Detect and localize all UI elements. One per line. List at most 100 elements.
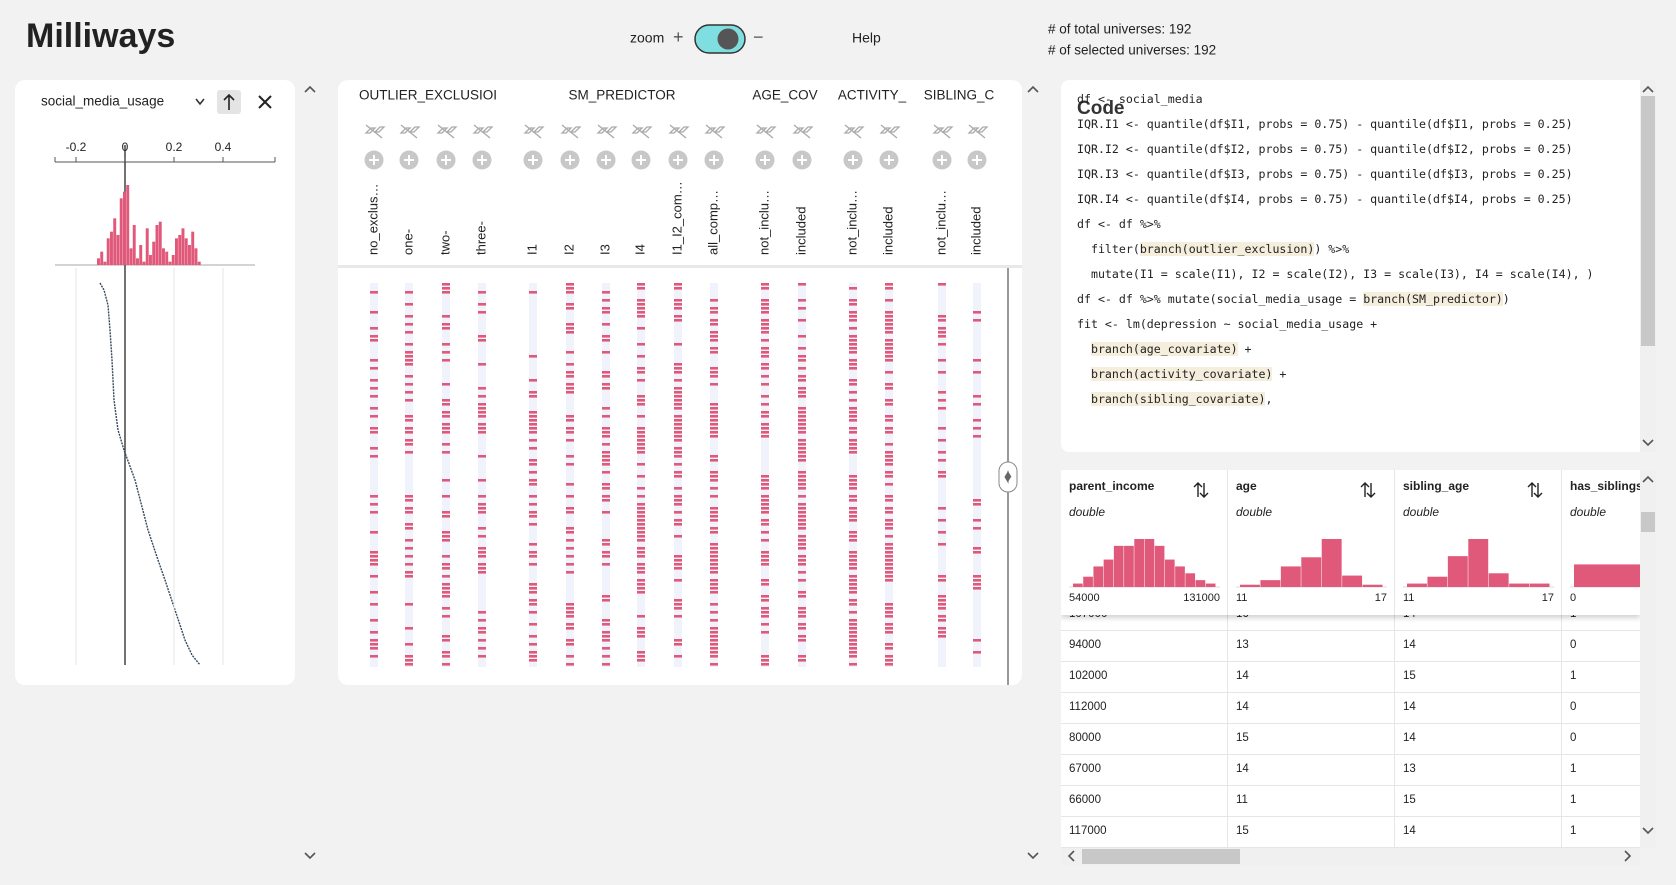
column-max: 131000 <box>1183 592 1220 604</box>
universe-tick <box>566 615 574 618</box>
scroll-arrows[interactable] <box>1027 85 1039 860</box>
link-icon[interactable] <box>523 124 545 139</box>
plus-sign <box>565 155 575 165</box>
link-icon[interactable] <box>472 124 494 139</box>
universe-tick <box>798 439 806 442</box>
universe-tick <box>602 539 610 542</box>
link-icon[interactable] <box>631 124 653 139</box>
universe-tick <box>637 551 645 554</box>
universe-tick <box>566 563 574 566</box>
universe-tick <box>710 351 718 354</box>
link-icon[interactable] <box>879 124 901 139</box>
universe-tick <box>566 303 574 306</box>
row-divider <box>1061 661 1640 662</box>
variable-select[interactable]: social_media_usage <box>41 94 164 109</box>
select-chevron[interactable] <box>195 98 205 106</box>
plus-sign <box>404 155 414 165</box>
universe-tick <box>885 347 893 350</box>
sort-icon[interactable] <box>1527 482 1543 498</box>
link-icon[interactable] <box>596 124 618 139</box>
universe-tick <box>602 599 610 602</box>
universe-tick <box>761 631 769 634</box>
link-icon[interactable] <box>932 124 954 139</box>
link-icon[interactable] <box>967 124 989 139</box>
universe-tick <box>602 311 610 314</box>
universe-tick <box>602 351 610 354</box>
close-button[interactable] <box>258 95 272 109</box>
universe-tick <box>761 615 769 618</box>
table-scroll-thumb[interactable] <box>1641 512 1655 532</box>
link-icon[interactable] <box>364 124 386 139</box>
universe-tick <box>442 563 450 566</box>
universe-tick <box>710 603 718 606</box>
scrollbar[interactable] <box>302 80 318 860</box>
scroll-arrows[interactable] <box>1642 85 1654 447</box>
table-scrollbar[interactable] <box>1640 470 1656 848</box>
universe-tick <box>798 607 806 610</box>
universe-tick <box>761 411 769 414</box>
table-header: parent_income double 54000 131000 age double 1… <box>1061 470 1640 615</box>
table-cell: 14 <box>1236 670 1249 682</box>
universe-tick <box>478 639 486 642</box>
zoom-in[interactable]: + <box>673 27 684 47</box>
universe-tick <box>405 451 413 454</box>
universe-tick <box>710 375 718 378</box>
link-icon[interactable] <box>560 124 582 139</box>
universe-tick <box>885 615 893 618</box>
hist-bar <box>184 238 188 265</box>
universe-tick <box>885 627 893 630</box>
universe-tick <box>442 327 450 330</box>
h-scroll-thumb[interactable] <box>1082 849 1240 864</box>
link-icon[interactable] <box>792 124 814 139</box>
universe-tick <box>885 643 893 646</box>
universe-tick <box>938 519 946 522</box>
universe-tick <box>885 527 893 530</box>
link-icon[interactable] <box>436 124 458 139</box>
universe-tick <box>674 579 682 582</box>
code-scroll-thumb[interactable] <box>1641 96 1655 346</box>
sort-icon[interactable] <box>1360 482 1376 498</box>
universe-tick <box>798 395 806 398</box>
help-button[interactable]: Help <box>852 30 881 46</box>
universe-tick <box>798 367 806 370</box>
universe-tick <box>405 655 413 658</box>
row-divider <box>1061 630 1640 631</box>
sort-icon[interactable] <box>1193 482 1209 498</box>
universe-tick <box>529 603 537 606</box>
scroll-arrows[interactable] <box>304 85 316 860</box>
universe-tick <box>885 555 893 558</box>
universe-tick <box>710 555 718 558</box>
universe-tick <box>849 511 857 514</box>
universe-tick <box>370 311 378 314</box>
universe-tick <box>761 599 769 602</box>
universe-tick <box>849 383 857 386</box>
link-icon[interactable] <box>755 124 777 139</box>
universe-tick <box>442 535 450 538</box>
universe-tick <box>370 359 378 362</box>
universe-tick <box>405 663 413 666</box>
scroll-arrows[interactable] <box>1642 475 1654 835</box>
zoom-out[interactable]: − <box>753 27 764 47</box>
universe-tick <box>674 399 682 402</box>
universe-tick <box>637 547 645 550</box>
universe-tick <box>710 619 718 622</box>
code-line: df <- df %>% mutate(social_media_usage =… <box>1077 292 1510 306</box>
link-icon[interactable] <box>399 124 421 139</box>
row-divider <box>1061 692 1640 693</box>
hist-bar <box>188 245 191 265</box>
universe-tick <box>566 323 574 326</box>
universe-tick <box>761 351 769 354</box>
table-cell: 15 <box>1236 825 1249 837</box>
universe-tick <box>405 343 413 346</box>
link-icon[interactable] <box>704 124 726 139</box>
link-icon[interactable] <box>843 124 865 139</box>
universe-tick <box>370 551 378 554</box>
scroll-arrows[interactable] <box>1067 850 1632 862</box>
universe-tick <box>885 567 893 570</box>
universe-tick <box>710 431 718 434</box>
link-icon[interactable] <box>668 124 690 139</box>
universe-tick <box>849 303 857 306</box>
universe-tick <box>798 543 806 546</box>
universe-tick <box>442 287 450 290</box>
universe-tick <box>478 555 486 558</box>
